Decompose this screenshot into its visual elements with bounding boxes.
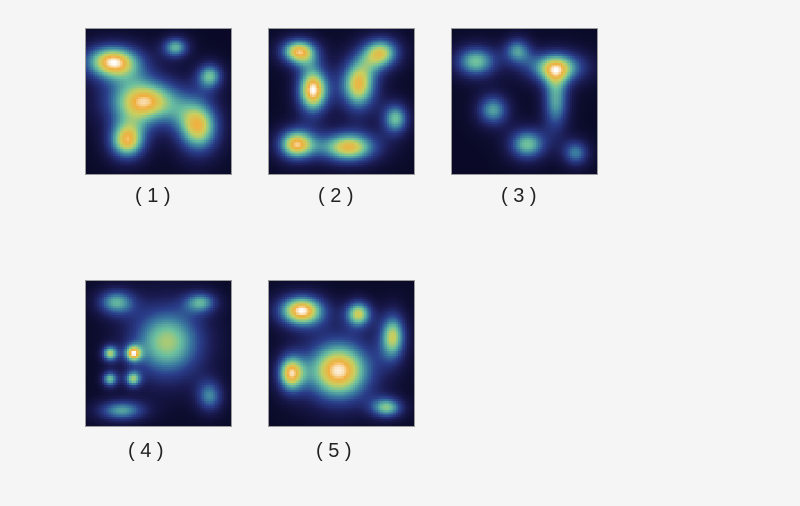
- heatmap-canvas: [269, 29, 414, 174]
- caption-4: ( 4 ): [128, 440, 164, 463]
- heatmap-panel-1: [85, 28, 232, 175]
- caption-1: ( 1 ): [135, 185, 171, 208]
- heatmap-canvas: [452, 29, 597, 174]
- caption-2: ( 2 ): [318, 185, 354, 208]
- heatmap-canvas: [86, 281, 231, 426]
- heatmap-panel-3: [451, 28, 598, 175]
- heatmap-panel-4: [85, 280, 232, 427]
- caption-5: ( 5 ): [316, 440, 352, 463]
- heatmap-panel-5: [268, 280, 415, 427]
- heatmap-panel-2: [268, 28, 415, 175]
- caption-3: ( 3 ): [501, 185, 537, 208]
- figure-container: { "figure": { "canvas_px": 64, "panel_cs…: [0, 0, 800, 506]
- heatmap-canvas: [86, 29, 231, 174]
- heatmap-canvas: [269, 281, 414, 426]
